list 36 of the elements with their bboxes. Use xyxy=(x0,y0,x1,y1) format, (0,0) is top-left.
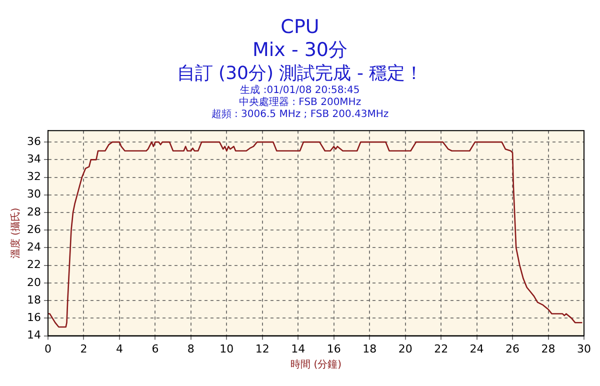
text: 自訂 (30分) 測試完成 - 穩定！ xyxy=(176,62,424,84)
y-axis-title: 溫度 (攝氏) xyxy=(10,208,22,259)
x-tick-label: 6 xyxy=(152,342,159,356)
x-tick-label: 14 xyxy=(291,342,306,356)
x-tick-label: 26 xyxy=(506,342,520,356)
x-tick-label: 30 xyxy=(577,342,591,356)
x-tick-label: 20 xyxy=(398,342,412,356)
y-tick-label: 32 xyxy=(26,170,41,184)
y-tick-label: 20 xyxy=(26,276,41,289)
y-tick-label: 28 xyxy=(26,205,41,218)
x-tick-label: 0 xyxy=(44,342,52,356)
chart-title: CPU xyxy=(280,15,320,39)
y-tick-label: 22 xyxy=(26,258,41,272)
y-tick-label: 18 xyxy=(26,293,41,306)
y-tick-label: 14 xyxy=(26,328,41,342)
x-tick-label: 4 xyxy=(116,342,123,356)
y-tick-label: 24 xyxy=(26,240,41,254)
x-tick-label: 8 xyxy=(187,342,194,356)
chart-subtitle: Mix - 30分 xyxy=(251,39,349,62)
text: 超頻 : 3006.5 MHz ; FSB 200.43MHz xyxy=(210,109,390,121)
x-tick-label: 10 xyxy=(220,342,234,356)
text: 生成 :01/01/08 20:58:45 xyxy=(239,85,361,96)
y-tick-label: 36 xyxy=(26,134,41,148)
x-tick-label: 2 xyxy=(80,342,88,356)
x-tick-label: 28 xyxy=(541,342,556,356)
text: 中央處理器 : FSB 200MHz xyxy=(238,97,362,109)
x-tick-label: 24 xyxy=(470,342,484,356)
x-tick-label: 16 xyxy=(326,342,341,356)
x-tick-label: 18 xyxy=(362,342,377,356)
y-tick-label: 26 xyxy=(26,222,41,236)
y-tick-label: 34 xyxy=(26,152,41,166)
x-axis-title: 時間 (分鐘) xyxy=(290,358,342,371)
x-tick-label: 22 xyxy=(434,342,448,356)
y-tick-label: 30 xyxy=(26,188,41,201)
y-tick-label: 16 xyxy=(26,311,41,324)
x-tick-label: 12 xyxy=(255,342,270,356)
